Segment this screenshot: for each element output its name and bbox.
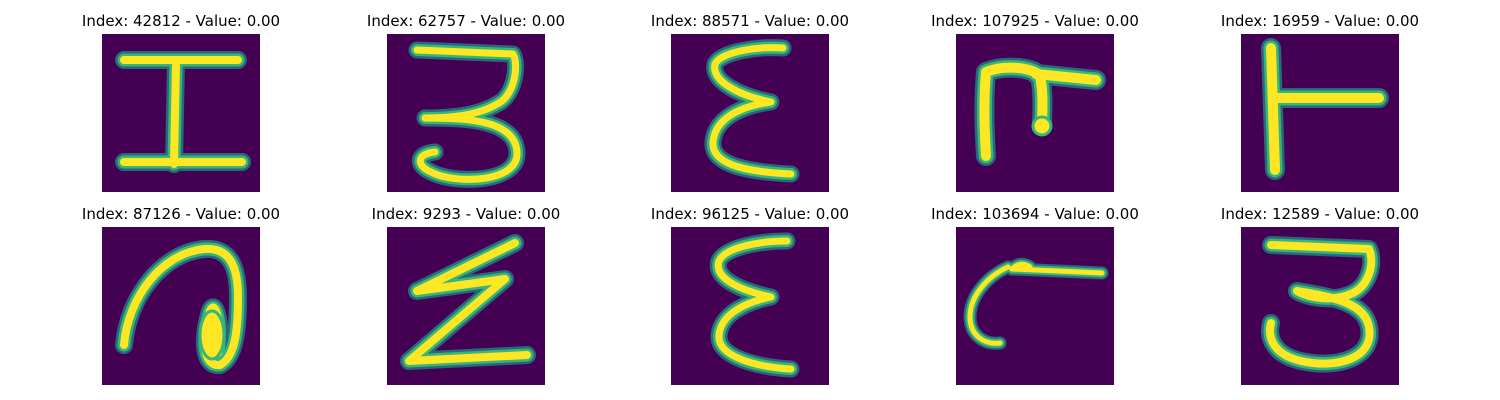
panel-title: Index: 88571 - Value: 0.00 [650, 12, 850, 30]
glyph-image [671, 227, 829, 385]
glyph-image [102, 227, 260, 385]
panel-title: Index: 62757 - Value: 0.00 [366, 12, 566, 30]
panel-title: Index: 9293 - Value: 0.00 [371, 205, 561, 223]
glyph-drawing [974, 57, 1106, 166]
glyph-drawing [1261, 236, 1381, 373]
glyph-image [1241, 227, 1399, 385]
panel-title: Index: 12589 - Value: 0.00 [1220, 205, 1420, 223]
glyph-image [1241, 34, 1399, 192]
glyph-image [102, 34, 260, 192]
glyph-image [387, 227, 545, 385]
glyph-image [387, 34, 545, 192]
image-panel: Index: 62757 - Value: 0.00 [367, 12, 565, 192]
glyph-drawing [709, 232, 800, 378]
panel-title: Index: 96125 - Value: 0.00 [650, 205, 850, 223]
panel-title: Index: 103694 - Value: 0.00 [931, 205, 1139, 223]
glyph-drawing [115, 239, 247, 374]
glyph-drawing [400, 234, 536, 370]
glyph-drawing [408, 41, 526, 188]
panel-title: Index: 16959 - Value: 0.00 [1220, 12, 1420, 30]
panel-title: Index: 87126 - Value: 0.00 [81, 205, 281, 223]
image-panel: Index: 96125 - Value: 0.00 [651, 205, 849, 385]
glyph-image [956, 34, 1114, 192]
image-panel: Index: 87126 - Value: 0.00 [82, 205, 280, 385]
panel-title: Index: 107925 - Value: 0.00 [931, 12, 1139, 30]
image-panel: Index: 88571 - Value: 0.00 [651, 12, 849, 192]
image-panel: Index: 107925 - Value: 0.00 [931, 12, 1139, 192]
glyph-image [671, 34, 829, 192]
glyph-drawing [704, 39, 800, 183]
image-panel: Index: 12589 - Value: 0.00 [1221, 205, 1419, 385]
image-panel: Index: 16959 - Value: 0.00 [1221, 12, 1419, 192]
panel-title: Index: 42812 - Value: 0.00 [81, 12, 281, 30]
image-panel: Index: 9293 - Value: 0.00 [372, 205, 560, 385]
glyph-drawing [115, 51, 251, 173]
glyph-image [956, 227, 1114, 385]
glyph-drawing [1261, 38, 1389, 180]
image-panel: Index: 103694 - Value: 0.00 [931, 205, 1139, 385]
glyph-drawing [963, 257, 1109, 350]
image-panel: Index: 42812 - Value: 0.00 [82, 12, 280, 192]
